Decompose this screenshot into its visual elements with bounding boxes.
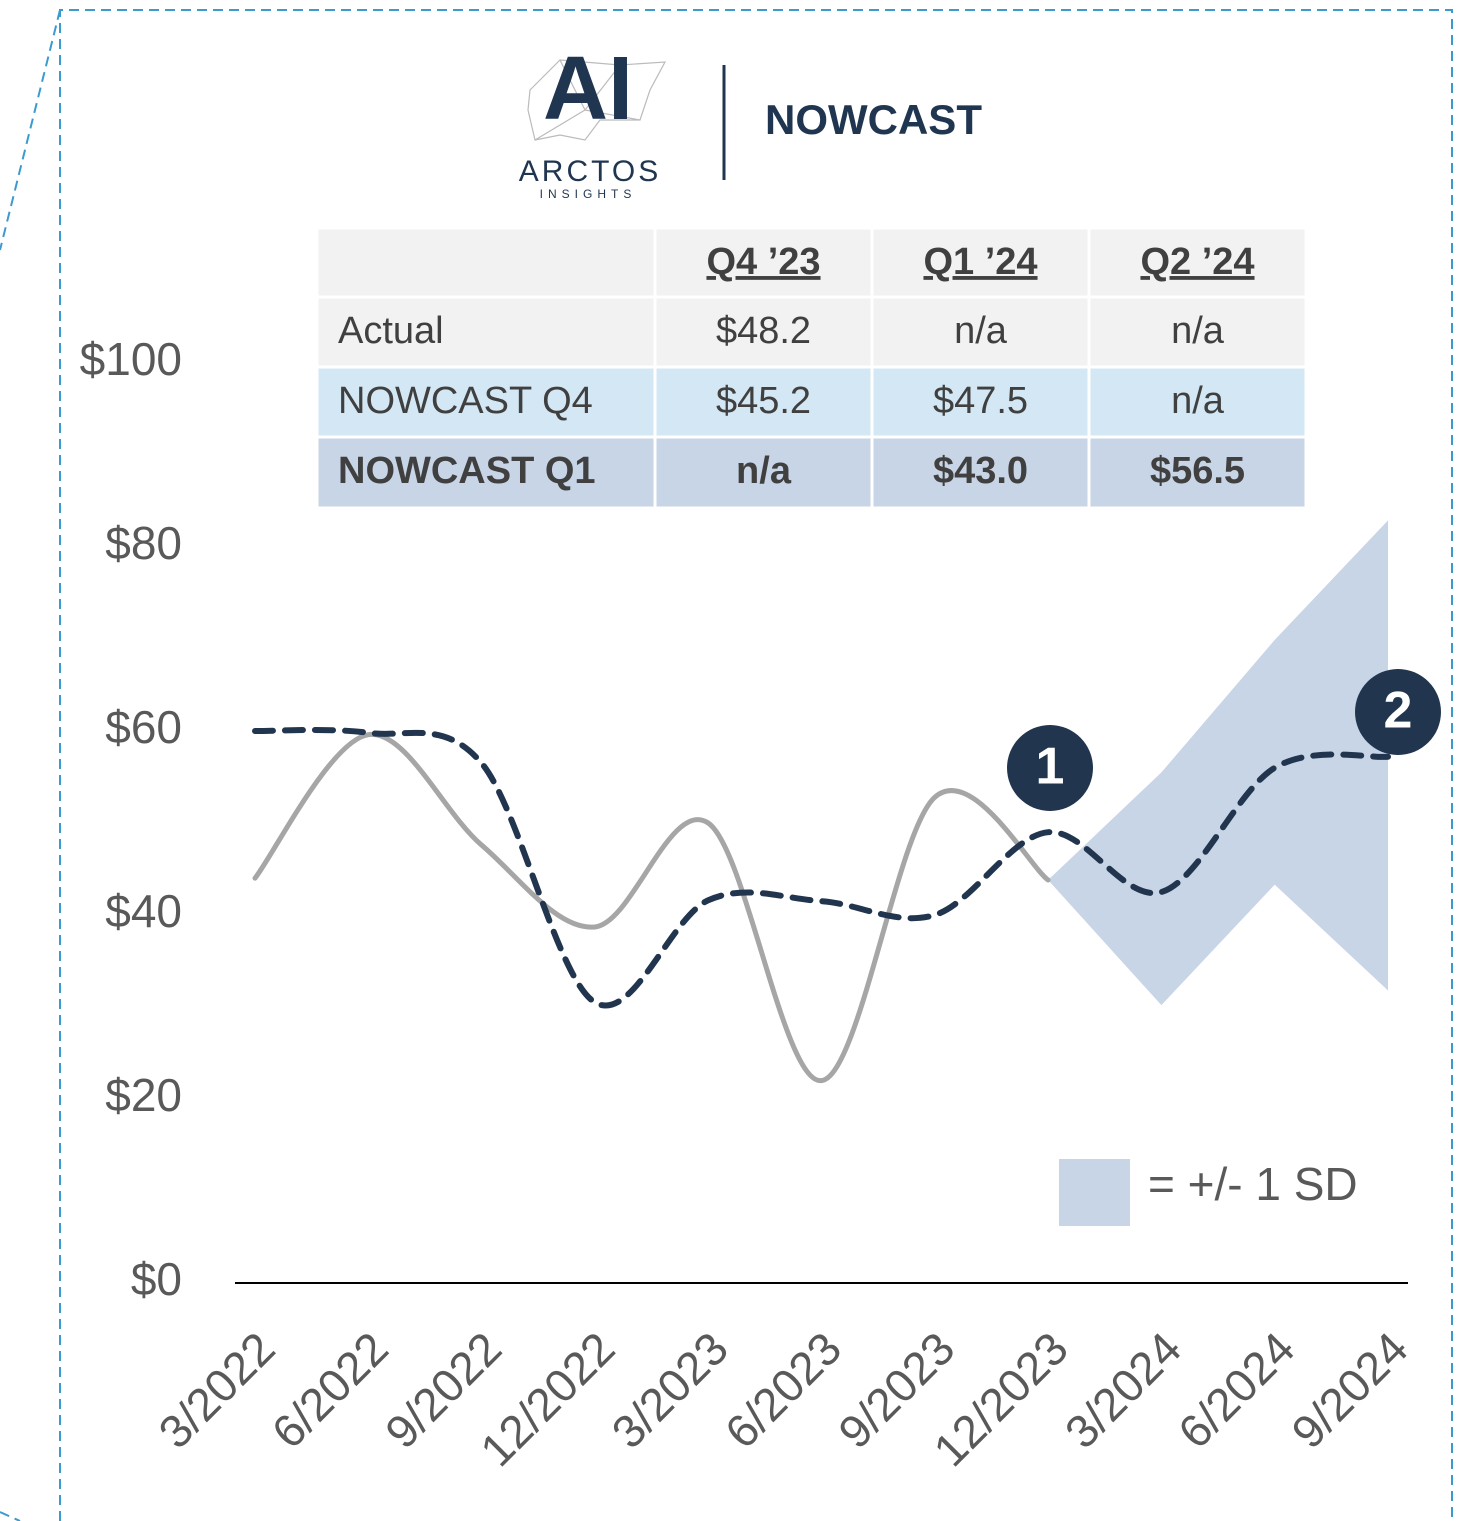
logo-tagline: INSIGHTS [540, 187, 637, 201]
table-value: $48.2 [716, 310, 811, 352]
heading: NOWCAST [765, 96, 982, 143]
y-tick-label: $20 [105, 1069, 182, 1121]
table-value: n/a [954, 310, 1008, 352]
legend-label: = +/- 1 SD [1148, 1158, 1358, 1210]
table-value: n/a [736, 450, 792, 492]
x-tick-label: 6/2023 [715, 1322, 851, 1458]
table-cell [870, 365, 1091, 439]
frame-diagonal [0, 9, 61, 251]
x-tick-label: 3/2022 [148, 1322, 284, 1458]
annotation-badge [1007, 725, 1093, 811]
y-tick-label: $40 [105, 885, 182, 937]
annotation-label: 2 [1384, 682, 1413, 740]
row-label: NOWCAST Q1 [338, 450, 596, 492]
table-cell [315, 365, 657, 439]
y-tick-label: $100 [80, 333, 182, 385]
column-header: Q4 ’23 [706, 241, 820, 283]
table-value: $56.5 [1150, 450, 1245, 492]
table-cell [1087, 365, 1308, 439]
logo-bear [527, 59, 667, 141]
x-tick-label: 6/2024 [1168, 1322, 1304, 1458]
x-tick-label: 9/2024 [1281, 1322, 1417, 1458]
column-header: Q1 ’24 [923, 241, 1037, 283]
y-tick-label: $0 [131, 1253, 182, 1305]
x-tick-label: 3/2024 [1055, 1322, 1191, 1458]
sd-band [1048, 520, 1388, 1006]
logo-name: ARCTOS [519, 155, 661, 188]
x-tick-label: 6/2022 [262, 1322, 398, 1458]
table: Q4 ’23 Q1 ’24 Q2 ’24 Actual $48.2 n/a n/a NOWCA… [315, 226, 1308, 510]
table-cell [315, 226, 657, 299]
table-value: $45.2 [716, 380, 811, 422]
legend-swatch [1059, 1159, 1130, 1226]
row-label: NOWCAST Q4 [338, 380, 593, 422]
table-value: $47.5 [933, 380, 1028, 422]
frame-diagonal [0, 1511, 21, 1521]
logo: AI ARCTOS INSIGHTS [519, 39, 667, 201]
series-line [252, 732, 1051, 1084]
column-header: Q2 ’24 [1140, 241, 1254, 283]
logo-mark: AI [543, 39, 633, 139]
table-cell [653, 365, 874, 439]
table-cell [653, 226, 874, 299]
row-label: Actual [338, 310, 444, 352]
y-tick-label: $60 [105, 701, 182, 753]
annotation-badge [1355, 669, 1441, 755]
table-cell [870, 435, 1091, 510]
annotation-label: 1 [1036, 738, 1065, 796]
table-cell [1087, 435, 1308, 510]
frame [0, 9, 1453, 1521]
table-value: n/a [1171, 310, 1225, 352]
table-value: $43.0 [933, 450, 1028, 492]
y-tick-label: $80 [105, 517, 182, 569]
series-line [252, 726, 1391, 1009]
frame-border [59, 9, 1453, 1521]
x-tick-label: 3/2023 [602, 1322, 738, 1458]
table-cell [1087, 295, 1308, 369]
table-cell [315, 435, 657, 510]
table-value: n/a [1171, 380, 1225, 422]
table-cell [653, 435, 874, 510]
